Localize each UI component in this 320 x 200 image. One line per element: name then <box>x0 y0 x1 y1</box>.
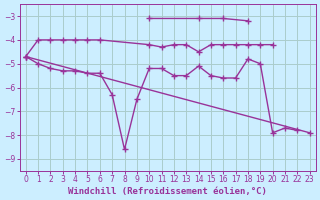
X-axis label: Windchill (Refroidissement éolien,°C): Windchill (Refroidissement éolien,°C) <box>68 187 267 196</box>
